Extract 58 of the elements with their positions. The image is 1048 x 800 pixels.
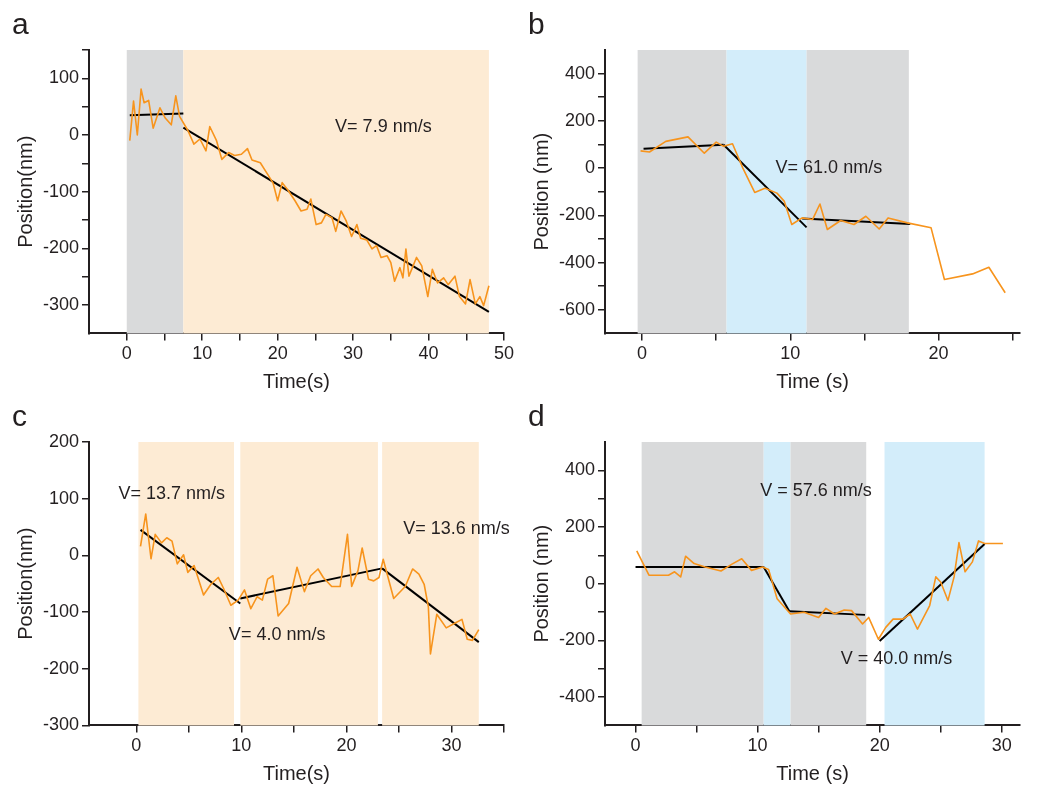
chart-title: b xyxy=(528,7,545,41)
annotation: V = 57.6 nm/s xyxy=(760,480,872,501)
chart-title: d xyxy=(528,399,545,433)
y-axis-title: Position(nm) xyxy=(13,527,36,640)
y-tick-label: 200 xyxy=(564,515,596,536)
y-tick-label: -400 xyxy=(559,251,596,272)
y-axis-title: Position (nm) xyxy=(529,524,552,643)
y-tick-label: -200 xyxy=(43,657,80,678)
x-axis-title: Time (s) xyxy=(776,369,849,392)
y-tick-label: 200 xyxy=(48,430,80,451)
annotation: V= 4.0 nm/s xyxy=(228,623,326,644)
y-tick-label: -300 xyxy=(43,294,80,315)
y-tick-label: 200 xyxy=(564,109,596,130)
x-axis-title: Time(s) xyxy=(263,761,331,784)
x-axis-title: Time(s) xyxy=(263,369,331,392)
y-tick-label: -100 xyxy=(43,180,80,201)
y-tick-label: 0 xyxy=(69,123,80,144)
x-tick-label: 30 xyxy=(343,343,364,364)
x-tick-label: 10 xyxy=(192,343,213,364)
x-tick-label: 20 xyxy=(869,735,890,756)
x-tick-label: 20 xyxy=(267,343,288,364)
x-tick-label: 0 xyxy=(121,343,132,364)
annotation: V= 61.0 nm/s xyxy=(775,157,883,178)
x-tick-label: 30 xyxy=(441,735,462,756)
x-tick-label: 0 xyxy=(630,735,641,756)
y-tick-label: -300 xyxy=(43,714,80,735)
y-tick-label: 0 xyxy=(69,544,80,565)
y-tick-label: -400 xyxy=(559,686,596,707)
y-tick-label: 0 xyxy=(585,572,596,593)
x-tick-label: 10 xyxy=(231,735,252,756)
x-tick-label: 20 xyxy=(336,735,357,756)
y-tick-label: 0 xyxy=(585,157,596,178)
x-axis-title: Time (s) xyxy=(776,761,849,784)
y-tick-label: 400 xyxy=(564,62,596,83)
x-tick-label: 40 xyxy=(418,343,439,364)
x-tick-label: 30 xyxy=(991,735,1012,756)
x-tick-label: 0 xyxy=(131,735,142,756)
chart-title: c xyxy=(12,399,27,433)
x-tick-label: 50 xyxy=(493,343,515,364)
x-tick-label: 20 xyxy=(928,343,949,364)
y-axis-title: Position (nm) xyxy=(529,132,552,251)
y-tick-label: -200 xyxy=(559,629,596,650)
y-tick-label: 100 xyxy=(48,67,80,88)
chart-title: a xyxy=(12,7,29,41)
annotation: V= 13.7 nm/s xyxy=(118,483,226,504)
y-tick-label: -600 xyxy=(559,298,596,319)
x-tick-label: 10 xyxy=(747,735,768,756)
y-tick-label: 400 xyxy=(564,459,596,480)
annotation: V = 40.0 nm/s xyxy=(840,648,953,669)
x-tick-label: 10 xyxy=(780,343,801,364)
y-tick-label: -200 xyxy=(43,237,80,258)
annotation: V= 7.9 nm/s xyxy=(335,116,432,137)
annotation: V= 13.6 nm/s xyxy=(403,518,510,539)
y-tick-label: -100 xyxy=(43,601,80,622)
y-tick-label: -200 xyxy=(559,204,596,225)
x-tick-label: 0 xyxy=(637,343,648,364)
y-tick-label: 100 xyxy=(48,487,80,508)
y-axis-title: Position(nm) xyxy=(13,135,36,248)
